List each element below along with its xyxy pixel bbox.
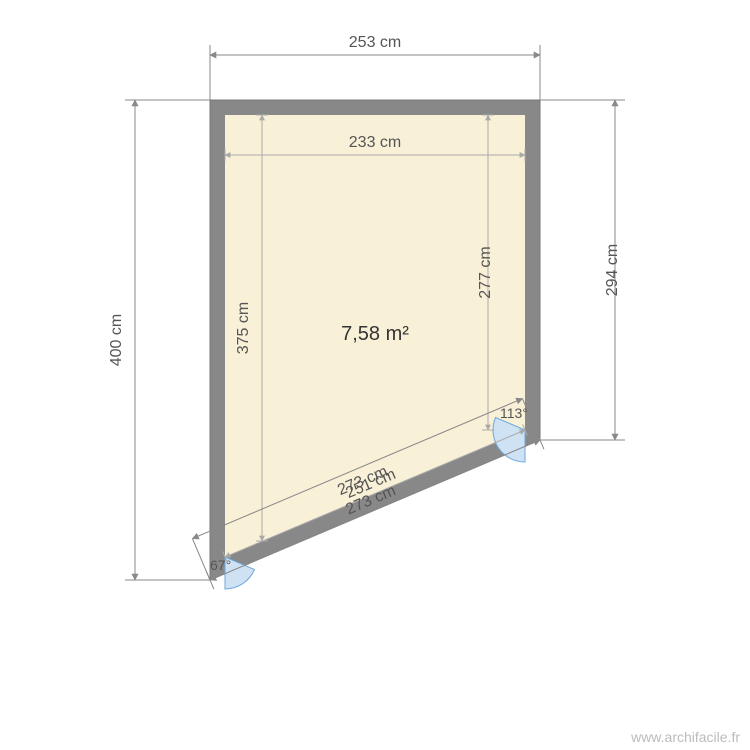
dim-top_outer: 253 cm — [210, 34, 540, 65]
watermark: www.archifacile.fr — [630, 729, 740, 745]
dim-top_outer-label: 253 cm — [349, 34, 401, 51]
angle_bl-label: 67° — [210, 557, 231, 573]
dim-right_outer: 294 cm — [604, 100, 625, 440]
dim-top_inner-label: 233 cm — [349, 134, 401, 151]
angle_br-label: 113° — [500, 405, 528, 421]
dim-left_inner-label: 375 cm — [235, 302, 252, 354]
dim-right_outer-label: 294 cm — [604, 244, 621, 296]
dim-right_inner-label: 277 cm — [477, 246, 494, 298]
dim-left_outer-label: 400 cm — [108, 314, 125, 366]
floorplan-canvas: 67°113° 233 cm375 cm277 cm251 cm 253 cm4… — [0, 0, 750, 750]
area-label: 7,58 m² — [341, 323, 409, 345]
dim-left_outer: 400 cm — [108, 100, 145, 580]
